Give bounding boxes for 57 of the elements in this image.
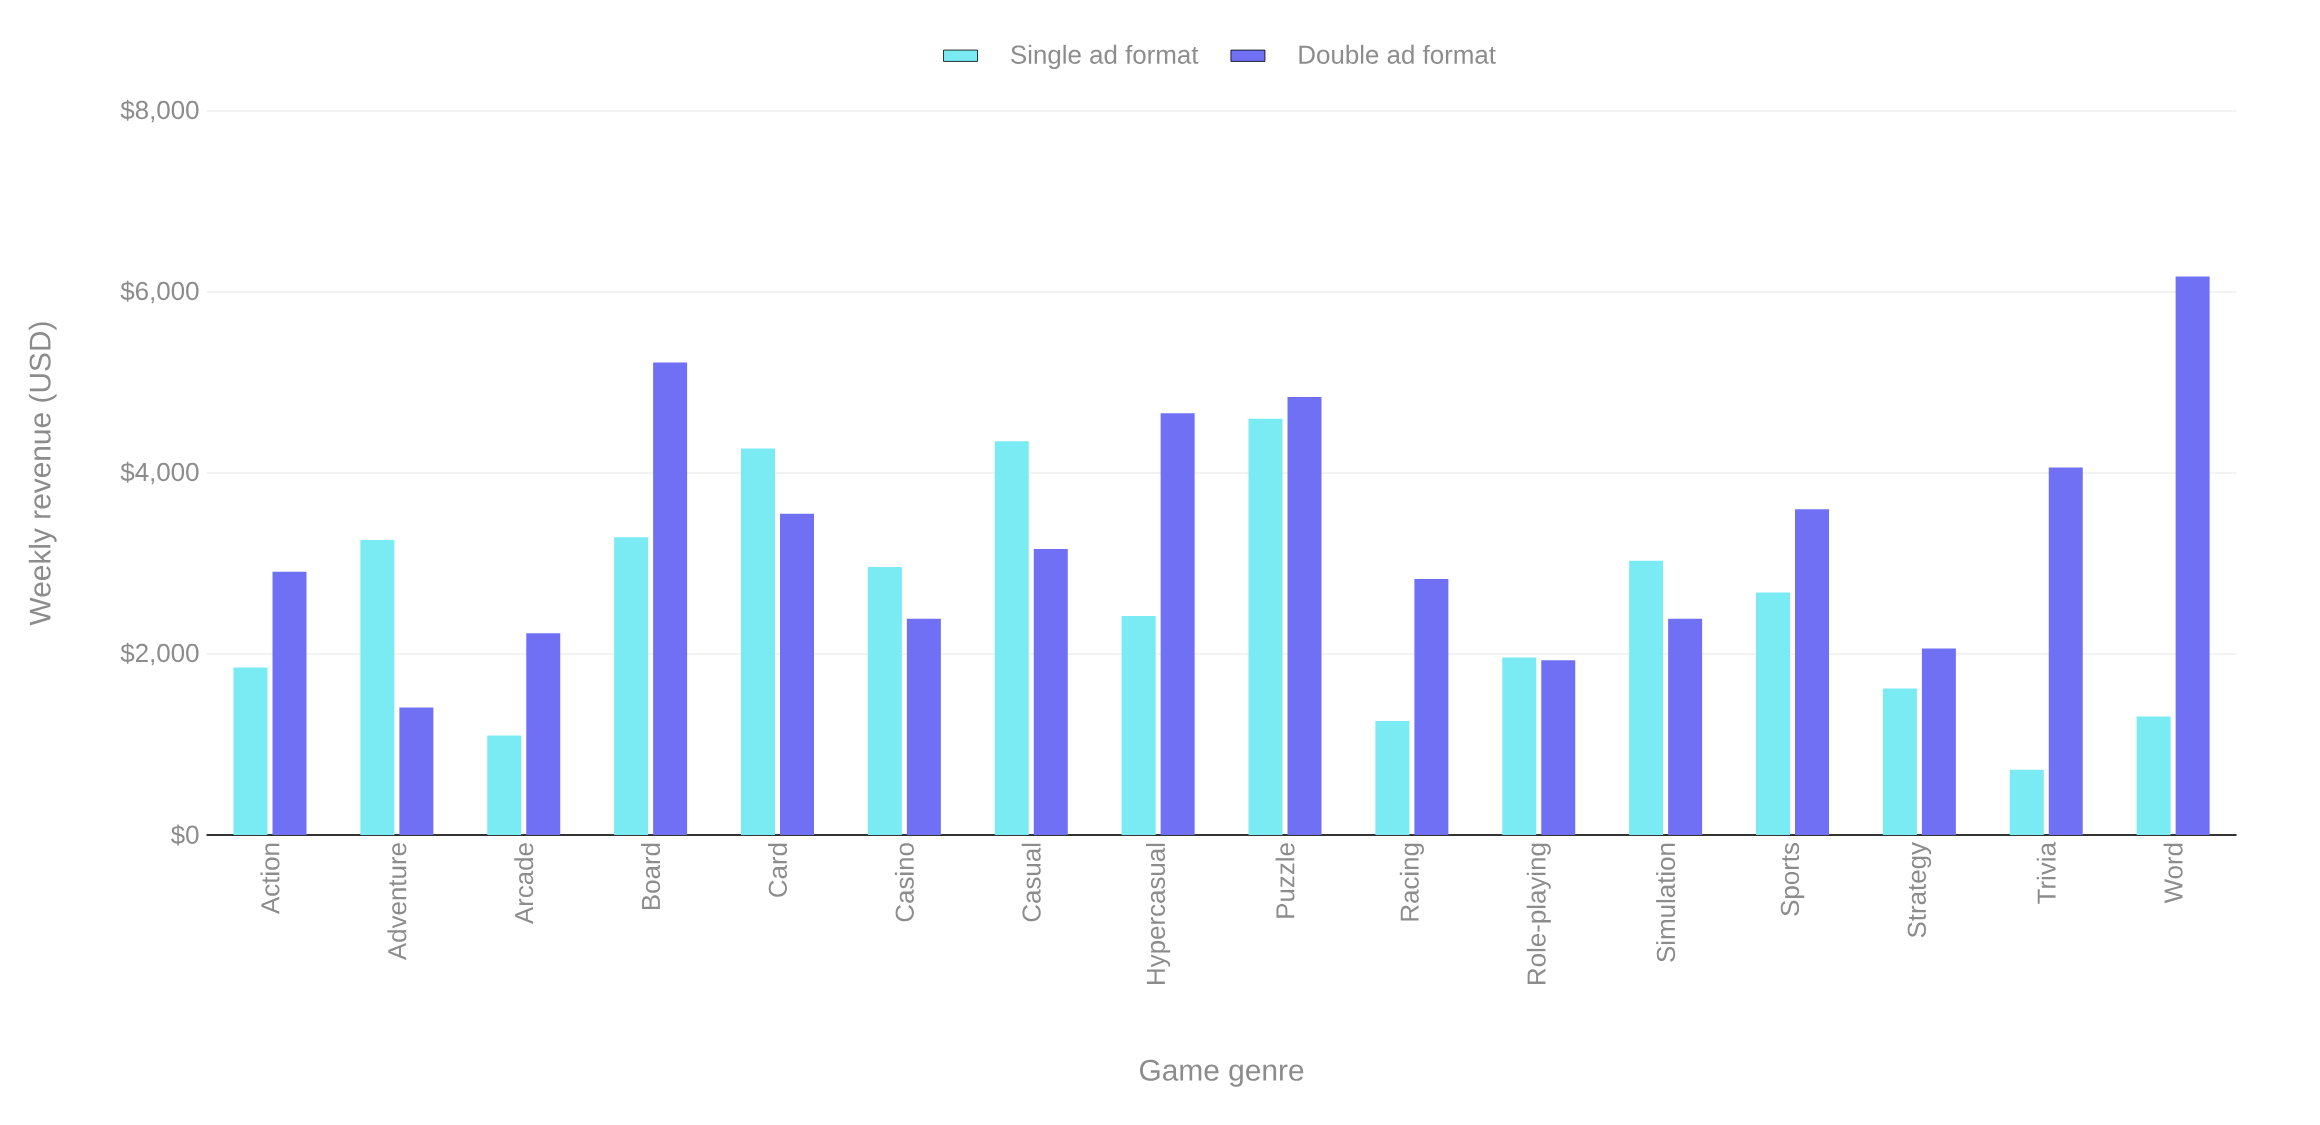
bar bbox=[1756, 592, 1791, 835]
bar bbox=[1121, 615, 1156, 835]
bar bbox=[741, 448, 775, 835]
y-tick-label: $4,000 bbox=[120, 461, 199, 485]
bar bbox=[653, 362, 688, 835]
x-tick-label: Role-playing bbox=[1526, 843, 1551, 984]
x-tick-label: Action bbox=[260, 843, 280, 914]
bar bbox=[994, 441, 1029, 835]
x-tick-label: Word bbox=[2163, 843, 2183, 904]
x-tick-label: Arcade bbox=[514, 843, 534, 925]
bar bbox=[1160, 413, 1195, 835]
bar bbox=[1541, 660, 1576, 835]
bar bbox=[1921, 648, 1956, 835]
bar bbox=[1882, 688, 1917, 835]
bar bbox=[399, 707, 434, 835]
bar bbox=[526, 633, 561, 835]
bar bbox=[360, 539, 395, 835]
x-tick-label: Casino bbox=[894, 843, 914, 922]
x-tick-label: Strategy bbox=[1907, 842, 1932, 938]
bar bbox=[1414, 578, 1449, 835]
x-tick-label: Puzzle bbox=[1275, 843, 1295, 918]
bar bbox=[2175, 276, 2210, 835]
bar bbox=[2136, 716, 2171, 835]
legend-label: Single ad format bbox=[1011, 44, 1199, 70]
bar bbox=[1668, 618, 1703, 835]
legend-label: Double ad format bbox=[1299, 44, 1496, 64]
x-tick-label: Simulation bbox=[1656, 843, 1676, 962]
bar bbox=[2048, 467, 2083, 835]
x-tick-label: Casual bbox=[1021, 843, 1041, 922]
bar bbox=[1033, 549, 1068, 835]
y-tick-label: $8,000 bbox=[120, 99, 199, 123]
bar bbox=[272, 571, 307, 835]
x-tick-label: Trivia bbox=[2036, 842, 2056, 904]
bar bbox=[487, 735, 522, 835]
x-tick-label: Sports bbox=[1780, 842, 1805, 916]
bar bbox=[1248, 418, 1283, 835]
x-tick-label: Racing bbox=[1399, 843, 1424, 921]
x-tick-label: Adventure bbox=[387, 843, 407, 961]
bar bbox=[1287, 396, 1322, 835]
bar bbox=[1375, 720, 1410, 835]
bar bbox=[2009, 769, 2044, 835]
bar bbox=[1795, 509, 1830, 835]
bar bbox=[1502, 657, 1537, 835]
bar bbox=[867, 567, 902, 835]
bar bbox=[1629, 560, 1664, 835]
x-tick-label: Hypercasual bbox=[1146, 843, 1171, 984]
bar bbox=[614, 537, 649, 835]
y-axis-title: Weekly revenue (USD) bbox=[28, 322, 57, 626]
x-axis-title: Game genre bbox=[1140, 1059, 1304, 1087]
bar bbox=[906, 618, 941, 835]
bar bbox=[780, 513, 814, 835]
x-tick-label: Board bbox=[641, 843, 661, 910]
x-tick-label: Card bbox=[767, 843, 788, 897]
y-tick-label: $0 bbox=[170, 824, 199, 846]
y-tick-label: $2,000 bbox=[120, 642, 199, 666]
y-tick-label: $6,000 bbox=[120, 280, 199, 304]
bar bbox=[233, 667, 268, 835]
